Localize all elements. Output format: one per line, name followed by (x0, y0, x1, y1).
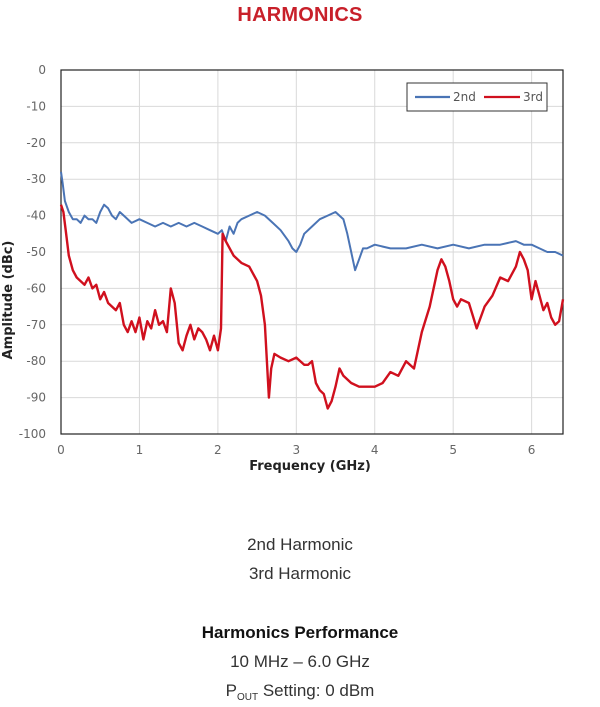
x-tick-label: 4 (371, 443, 379, 457)
y-tick-label: 0 (38, 63, 46, 77)
y-axis-label: Amplitude (dBc) (1, 241, 16, 360)
series-lines (59, 171, 565, 410)
pout-label: P (225, 681, 237, 700)
legend-label-2nd: 2nd (453, 90, 476, 104)
grid-lines (60, 69, 563, 435)
frequency-range: 10 MHz – 6.0 GHz (230, 652, 370, 671)
series-line-3rd (59, 204, 565, 410)
x-tick-label: 1 (136, 443, 144, 457)
caption-2nd-harmonic: 2nd Harmonic (247, 535, 353, 554)
y-tick-label: -50 (26, 245, 46, 259)
x-tick-label: 6 (528, 443, 536, 457)
y-tick-label: -100 (19, 427, 46, 441)
x-tick-label: 3 (292, 443, 300, 457)
plot-frame (60, 69, 564, 435)
performance-title: Harmonics Performance (201, 623, 399, 642)
x-tick-label: 5 (449, 443, 457, 457)
pout-subscript: OUT (237, 692, 259, 703)
y-tick-label: -40 (26, 209, 46, 223)
series-line-2nd (60, 171, 564, 272)
x-tick-label: 2 (214, 443, 222, 457)
y-tick-label: -10 (26, 99, 46, 113)
legend-label-3rd: 3rd (523, 90, 543, 104)
y-tick-label: -60 (26, 281, 46, 295)
y-tick-label: -90 (26, 391, 46, 405)
y-tick-label: -30 (26, 172, 46, 186)
y-tick-label: -20 (26, 136, 46, 150)
chart-legend: 2nd 3rd (406, 82, 548, 112)
page-title: HARMONICS (237, 4, 363, 26)
caption-3rd-harmonic: 3rd Harmonic (248, 564, 352, 583)
x-tick-label: 0 (57, 443, 65, 457)
y-tick-label: -70 (26, 318, 46, 332)
x-axis-label: Frequency (GHz) (249, 459, 371, 474)
y-tick-label: -80 (26, 354, 46, 368)
pout-setting: POUT Setting: 0 dBm (0, 681, 600, 703)
pout-setting-value: Setting: 0 dBm (258, 681, 375, 700)
axis-ticks: 0 -10 -20 -30 -40 -50 -60 -70 -80 -90 -100 0 1 2 3 4 5 6 (19, 63, 536, 457)
